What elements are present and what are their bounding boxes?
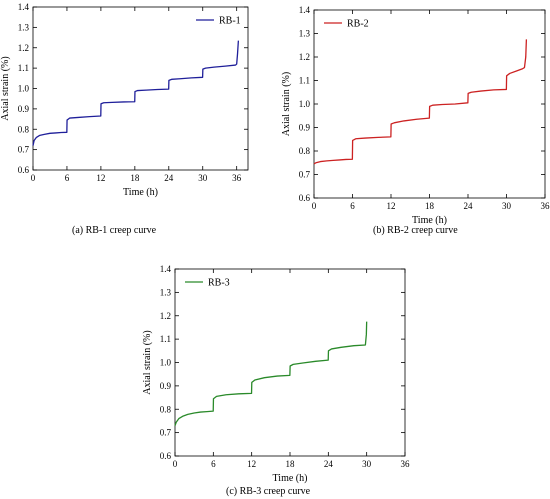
y-tick-label: 1.0 xyxy=(160,358,172,368)
x-tick-label: 6 xyxy=(65,173,70,183)
plot-frame xyxy=(32,6,249,171)
y-tick-label: 0.9 xyxy=(18,104,30,114)
y-axis-label: Axial strain (%) xyxy=(0,56,11,120)
x-axis-label: Time (h) xyxy=(123,187,158,198)
series-line-rb-2 xyxy=(313,39,528,165)
series-line-rb-3 xyxy=(174,321,368,426)
x-tick-label: 12 xyxy=(247,459,256,469)
y-tick-label: 0.8 xyxy=(18,124,30,134)
y-tick-label: 0.7 xyxy=(299,170,311,180)
x-tick-label: 36 xyxy=(232,173,242,183)
y-tick-label: 1.0 xyxy=(299,99,311,109)
legend: RB-3 xyxy=(185,278,230,289)
x-tick-label: 6 xyxy=(350,201,355,211)
chart-2: 0 6 12 18 24 30 36 0.6 0.7 0.8 0.9 1.0 1.1 1.2 1.3 1.4 T… xyxy=(281,5,550,226)
y-tick-label: 1.1 xyxy=(160,334,171,344)
y-tick-label: 1.3 xyxy=(160,287,172,297)
legend-label: RB-1 xyxy=(219,16,241,27)
chart-3: 0 6 12 18 24 30 36 0.6 0.7 0.8 0.9 1.0 1.1 1.2 1.3 1.4 T… xyxy=(142,264,410,484)
x-tick-label: 24 xyxy=(464,201,474,211)
y-tick-label: 1.4 xyxy=(18,2,30,12)
x-tick-label: 18 xyxy=(130,173,140,183)
x-tick-label: 0 xyxy=(173,459,178,469)
x-tick-label: 18 xyxy=(286,459,296,469)
y-tick-label: 1.0 xyxy=(18,84,30,94)
y-tick-label: 1.2 xyxy=(18,43,29,53)
y-tick-label: 0.6 xyxy=(299,193,311,203)
chart-1: 0 6 12 18 24 30 36 0.6 0.7 0.8 0.9 1.0 1.1 1.2 1.3 1.4 T… xyxy=(0,2,249,198)
caption-c: (c) RB-3 creep curve xyxy=(226,486,311,497)
y-tick-label: 0.8 xyxy=(299,146,311,156)
x-tick-label: 18 xyxy=(425,201,435,211)
y-tick-label: 1.2 xyxy=(160,311,171,321)
y-tick-label: 1.3 xyxy=(299,29,311,39)
x-tick-label: 0 xyxy=(31,173,36,183)
x-tick-label: 30 xyxy=(362,459,372,469)
x-tick-label: 0 xyxy=(312,201,317,211)
y-tick-label: 0.6 xyxy=(18,165,30,175)
y-tick-label: 0.6 xyxy=(160,451,172,461)
x-tick-label: 6 xyxy=(211,459,216,469)
x-tick-label: 30 xyxy=(502,201,512,211)
y-tick-label: 0.9 xyxy=(299,123,311,133)
x-tick-label: 24 xyxy=(324,459,334,469)
y-tick-label: 1.1 xyxy=(299,76,310,86)
caption-a: (a) RB-1 creep curve xyxy=(72,225,157,236)
x-tick-label: 36 xyxy=(401,459,411,469)
y-tick-label: 1.4 xyxy=(299,5,311,15)
x-tick-label: 12 xyxy=(387,201,396,211)
x-tick-label: 36 xyxy=(541,201,550,211)
y-tick-label: 0.9 xyxy=(160,381,172,391)
y-axis-label: Axial strain (%) xyxy=(142,330,153,394)
x-tick-label: 24 xyxy=(164,173,174,183)
caption-b: (b) RB-2 creep curve xyxy=(373,225,458,236)
legend: RB-1 xyxy=(196,16,241,27)
y-axis-label: Axial strain (%) xyxy=(281,72,292,136)
y-tick-label: 0.7 xyxy=(18,145,30,155)
x-tick-label: 30 xyxy=(198,173,208,183)
x-axis-label: Time (h) xyxy=(273,473,308,484)
y-tick-label: 1.2 xyxy=(299,52,310,62)
y-tick-label: 1.3 xyxy=(18,22,30,32)
y-tick-label: 0.8 xyxy=(160,404,172,414)
y-tick-label: 0.7 xyxy=(160,428,172,438)
series-line-rb-1 xyxy=(32,40,240,146)
x-axis-label: Time (h) xyxy=(412,215,447,226)
x-tick-label: 12 xyxy=(96,173,105,183)
legend-label: RB-2 xyxy=(347,19,369,30)
y-tick-label: 1.4 xyxy=(160,264,172,274)
plot-frame xyxy=(174,268,406,457)
legend-label: RB-3 xyxy=(208,278,230,289)
plot-frame xyxy=(313,9,546,199)
y-tick-label: 1.1 xyxy=(18,63,29,73)
legend: RB-2 xyxy=(324,19,369,30)
